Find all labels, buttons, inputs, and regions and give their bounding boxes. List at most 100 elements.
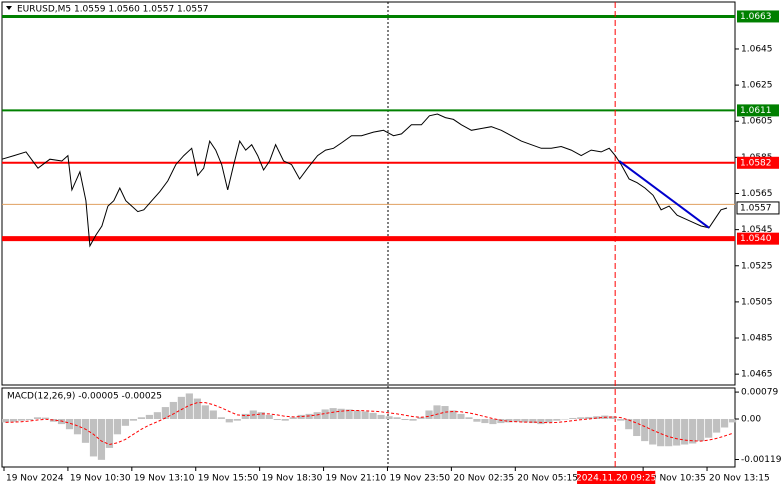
macd-bar [89,418,98,457]
macd-bar [633,418,641,437]
macd-bar [713,418,721,433]
macd-bar [337,408,345,419]
macd-bar [521,418,529,423]
macd-bar [697,418,705,442]
macd-bar [377,414,385,419]
macd-bar [145,414,153,419]
x-tick-label: 19 Nov 21:10 [326,474,387,484]
y-tick-label: 1.0565 [741,189,773,199]
macd-bar [465,417,473,419]
macd-bar [57,418,66,425]
macd-bar [561,418,569,420]
level-label-box [737,10,779,23]
macd-bar [721,418,729,428]
y-tick-label: 0.00 [741,414,761,424]
y-tick-label: 1.0465 [741,370,773,380]
macd-bar [225,418,233,423]
macd-bar [441,406,449,419]
macd-bar [513,418,521,422]
macd-bar [729,418,737,423]
y-tick-label: -0.00119 [741,455,781,465]
level-label: 1.0540 [740,234,772,244]
macd-title: MACD(12,26,9) -0.00005 -0.00025 [7,392,162,402]
x-tick-label: 19 Nov 18:30 [262,474,323,484]
level-label: 1.0663 [740,12,772,22]
macd-bar [489,418,497,425]
macd-bar [705,418,713,438]
level-label-box [737,232,779,245]
macd-bar [321,409,329,419]
macd-bar [449,410,457,419]
macd-bar [185,393,193,419]
signal-line [5,402,733,446]
macd-bar [217,417,225,419]
level-label-box [737,156,779,169]
macd-bar [97,418,106,460]
macd-bar [73,418,82,435]
y-tick-label: 1.0505 [741,297,773,307]
level-label-box [737,104,779,117]
macd-bar [265,414,273,419]
macd-bar [385,416,393,419]
macd-bar [665,418,673,447]
macd-bar [241,413,249,419]
macd-bar [689,418,697,444]
macd-bar [9,418,18,422]
chart-title: EURUSD,M5 1.0559 1.0560 1.0557 1.0557 [17,5,209,15]
macd-bar [25,418,34,421]
macd-bar [553,418,561,421]
current-price-label: 1.0557 [740,203,772,213]
macd-bar [481,418,489,424]
macd-bar [569,417,577,419]
macd-bar [577,417,585,419]
macd-bar [2,418,10,423]
y-tick-label: 0.00079 [741,388,778,398]
macd-bar [201,405,209,419]
y-tick-label: 1.0605 [741,117,773,127]
y-tick-label: 1.0625 [741,81,773,91]
macd-bar [345,409,353,419]
macd-bar [369,412,377,419]
level-label: 1.0582 [740,158,772,168]
macd-bar [537,418,545,425]
macd-bar [649,418,657,445]
macd-bar [353,410,361,419]
macd-bar [641,418,649,442]
y-tick-label: 1.0485 [741,334,773,344]
macd-bar [233,418,241,421]
macd-bar [169,401,177,419]
macd-bar [273,418,281,421]
macd-bar [209,410,217,419]
macd-bar [177,396,185,419]
x-tick-label: 20 Nov 10:35 [645,474,706,484]
macd-bar [137,417,146,419]
macd-bar [297,414,305,419]
macd-bar [681,418,689,445]
macd-bar [49,418,58,422]
price-pane [1,1,736,386]
macd-bar [673,418,681,446]
cursor-label: 2024.11.20 09:25 [576,474,656,484]
macd-bar [161,407,169,419]
macd-bar [457,413,465,419]
price-line [1,113,728,248]
macd-bar [625,418,633,430]
macd-bar [81,418,90,443]
y-tick-label: 1.0645 [741,44,773,54]
x-tick-label: 19 Nov 13:10 [134,474,195,484]
macd-bar [497,418,505,424]
y-tick-label: 1.0545 [741,225,773,235]
macd-bar [401,418,409,421]
macd-bar [505,418,513,423]
macd-bar [121,418,130,426]
trendline [618,160,710,229]
macd-bar [113,418,122,435]
macd-bar [409,418,417,421]
macd-bar [193,398,201,419]
x-tick-label: 19 Nov 10:30 [70,474,131,484]
macd-bar [361,411,369,419]
macd-bar [433,405,441,419]
macd-bar [609,416,617,419]
macd-bar [313,412,321,419]
